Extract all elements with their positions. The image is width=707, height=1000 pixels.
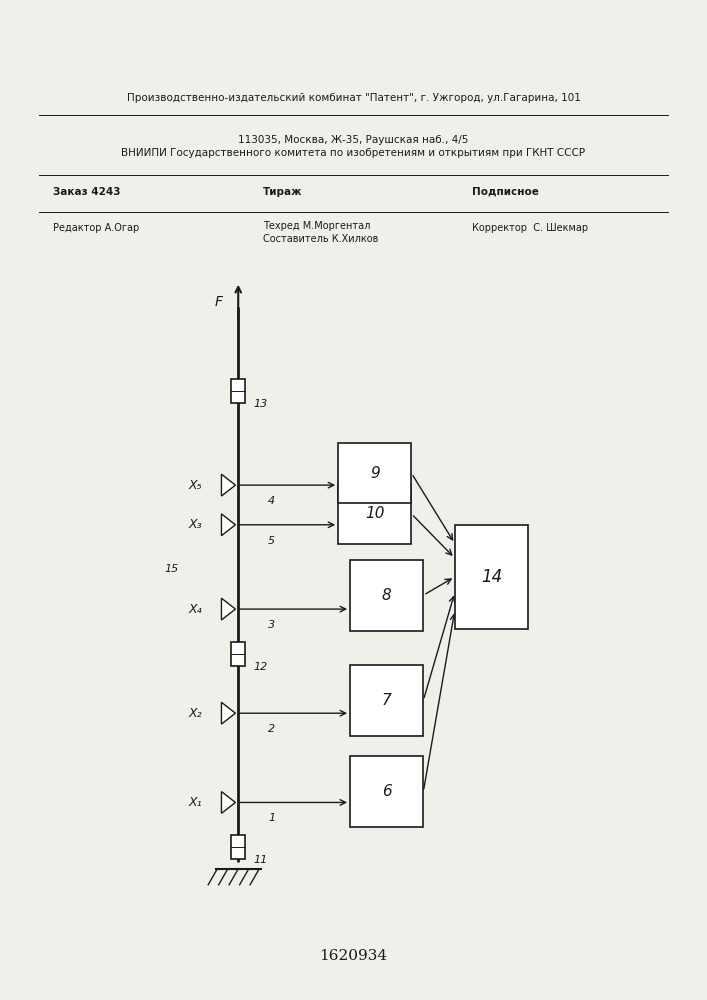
Text: Подписное: Подписное [472, 187, 539, 197]
Text: Тираж: Тираж [263, 187, 302, 197]
Text: F: F [215, 295, 223, 309]
Bar [338, 443, 411, 503]
Text: X₂: X₂ [188, 707, 201, 720]
Text: 8: 8 [382, 588, 392, 603]
Polygon shape [221, 792, 235, 813]
Polygon shape [221, 474, 235, 496]
Text: 2: 2 [268, 724, 275, 734]
Text: 15: 15 [165, 564, 179, 574]
Polygon shape [221, 598, 235, 620]
Text: X₃: X₃ [188, 518, 201, 531]
Text: 3: 3 [268, 620, 275, 630]
Text: Корректор  С. Шекмар: Корректор С. Шекмар [472, 223, 588, 233]
Text: 14: 14 [481, 568, 502, 586]
Text: 113035, Москва, Ж-35, Раушская наб., 4/5: 113035, Москва, Ж-35, Раушская наб., 4/5 [238, 135, 469, 145]
Polygon shape [221, 702, 235, 724]
Polygon shape [221, 514, 235, 536]
Text: Составитель К.Хилков: Составитель К.Хилков [263, 234, 378, 244]
Bar [455, 525, 528, 629]
Text: 4: 4 [268, 496, 275, 506]
Text: Производственно-издательский комбинат "Патент", г. Ужгород, ул.Гагарина, 101: Производственно-издательский комбинат "П… [127, 93, 580, 103]
Text: 10: 10 [365, 506, 385, 521]
Bar [338, 484, 411, 544]
Text: 5: 5 [268, 536, 275, 546]
Bar [231, 835, 245, 859]
Text: Техред М.Моргентал: Техред М.Моргентал [263, 221, 370, 231]
Text: Редактор А.Огар: Редактор А.Огар [53, 223, 139, 233]
Text: 9: 9 [370, 466, 380, 481]
Text: 1620934: 1620934 [320, 949, 387, 963]
Text: 1: 1 [268, 813, 275, 823]
Text: X₅: X₅ [188, 479, 201, 492]
Bar [231, 642, 245, 666]
Text: X₁: X₁ [188, 796, 201, 809]
Text: ВНИИПИ Государственного комитета по изобретениям и открытиям при ГКНТ СССР: ВНИИПИ Государственного комитета по изоб… [122, 148, 585, 158]
Text: 12: 12 [254, 662, 268, 672]
Bar [350, 756, 423, 827]
Text: 7: 7 [382, 693, 392, 708]
Bar [350, 665, 423, 736]
Text: 11: 11 [254, 855, 268, 865]
Bar [231, 379, 245, 403]
Text: 6: 6 [382, 784, 392, 799]
Text: X₄: X₄ [188, 603, 201, 616]
Text: 13: 13 [254, 399, 268, 409]
Bar [350, 560, 423, 631]
Text: Заказ 4243: Заказ 4243 [53, 187, 121, 197]
